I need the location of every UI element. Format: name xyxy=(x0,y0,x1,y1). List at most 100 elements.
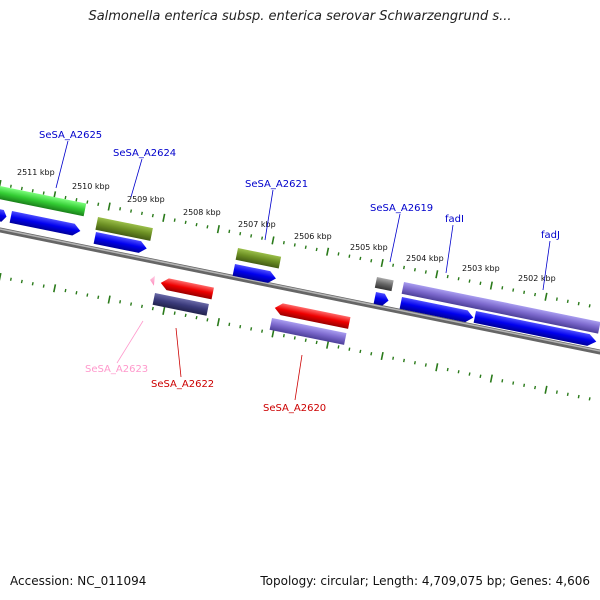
kbp-label: 2510 kbp xyxy=(72,182,110,191)
tick-mark xyxy=(457,370,460,374)
tick-mark xyxy=(86,200,89,204)
gene-label-sesa-a2620[interactable]: SeSA_A2620 xyxy=(263,403,326,414)
tick-mark xyxy=(206,225,209,229)
tick-mark xyxy=(588,304,591,308)
tick-mark xyxy=(304,338,307,342)
gene-feature[interactable] xyxy=(475,297,600,334)
cog-track-forward xyxy=(0,186,600,334)
tick-mark xyxy=(261,236,264,240)
kbp-label: 2504 kbp xyxy=(406,254,444,263)
tick-mark xyxy=(162,306,166,315)
tick-mark xyxy=(359,256,362,261)
tick-mark xyxy=(293,336,296,340)
tick-mark xyxy=(413,361,416,365)
tick-mark xyxy=(534,292,537,297)
tick-mark xyxy=(151,306,154,311)
kbp-label: 2511 kbp xyxy=(17,168,55,177)
tick-mark xyxy=(282,333,285,338)
cds-forward-arrow[interactable] xyxy=(0,208,8,223)
tick-mark xyxy=(424,270,427,274)
tick-mark xyxy=(501,379,504,383)
tick-mark xyxy=(380,258,384,268)
gene-label-leaders xyxy=(55,140,551,401)
kbp-label: 2502 kbp xyxy=(518,274,556,283)
tick-mark xyxy=(195,315,198,320)
gene-label-fadj[interactable]: fadJ xyxy=(541,230,560,241)
tick-mark xyxy=(293,243,296,247)
cds-forward-arrow[interactable] xyxy=(399,297,475,324)
tick-mark xyxy=(64,288,67,293)
tick-mark xyxy=(348,347,351,351)
kbp-label: 2506 kbp xyxy=(294,232,332,241)
cds-forward-arrow[interactable] xyxy=(9,211,82,237)
tick-mark xyxy=(337,345,340,349)
tick-mark xyxy=(75,198,78,202)
tick-mark xyxy=(107,295,111,304)
gene-label-sesa-a2619[interactable]: SeSA_A2619 xyxy=(370,203,433,214)
tick-mark xyxy=(479,281,482,286)
accession-label: Accession: NC_011094 xyxy=(10,574,147,588)
tick-mark xyxy=(315,247,318,252)
gene-label-sesa-a2622[interactable]: SeSA_A2622 xyxy=(151,379,214,390)
cds-track-forward xyxy=(0,208,598,347)
tick-mark xyxy=(250,327,253,331)
cds-forward-arrow[interactable] xyxy=(232,264,278,284)
tick-mark xyxy=(435,270,439,279)
tick-mark xyxy=(392,263,395,267)
tick-mark xyxy=(534,385,537,390)
cds-reverse-arrow[interactable] xyxy=(149,275,156,286)
tick-mark xyxy=(348,254,351,258)
gene-label-fadi[interactable]: fadI xyxy=(445,214,464,225)
cds-reverse-arrow[interactable] xyxy=(274,302,351,329)
tick-mark xyxy=(20,186,23,191)
tick-mark xyxy=(577,301,580,306)
gene-feature[interactable] xyxy=(95,217,153,241)
tick-mark xyxy=(326,247,330,256)
tick-mark xyxy=(75,291,78,295)
tick-mark xyxy=(403,358,405,363)
tick-mark xyxy=(326,340,330,349)
cds-reverse-arrow[interactable] xyxy=(160,277,214,300)
gene-feature[interactable] xyxy=(374,277,394,292)
tick-mark xyxy=(304,245,307,249)
tick-mark xyxy=(239,231,242,236)
tick-mark xyxy=(9,277,12,281)
gene-label-sesa-a2624[interactable]: SeSA_A2624 xyxy=(113,148,176,159)
tick-mark xyxy=(64,195,67,200)
tick-mark xyxy=(566,299,569,304)
tick-mark xyxy=(140,304,143,309)
tick-mark xyxy=(206,318,209,322)
gene-feature[interactable] xyxy=(235,248,282,269)
cog-track-reverse xyxy=(152,293,347,345)
gene-label-sesa-a2621[interactable]: SeSA_A2621 xyxy=(245,179,308,190)
cds-forward-arrow[interactable] xyxy=(373,292,390,307)
gene-feature[interactable] xyxy=(152,293,209,316)
tick-mark xyxy=(9,184,12,188)
cds-track-reverse xyxy=(149,275,351,329)
genome-backbone-highlight xyxy=(0,228,600,352)
gene-label-sesa-a2625[interactable]: SeSA_A2625 xyxy=(39,130,102,141)
tick-mark xyxy=(403,265,405,270)
tick-mark xyxy=(216,225,220,234)
tick-mark xyxy=(435,363,439,372)
gene-feature[interactable] xyxy=(0,186,87,217)
tick-mark xyxy=(173,218,176,222)
gene-label-sesa-a2623[interactable]: SeSA_A2623 xyxy=(85,364,148,375)
gene-feature[interactable] xyxy=(401,282,479,309)
kbp-labels: 2511 kbp 2510 kbp 2509 kbp 2508 kbp 2507… xyxy=(17,168,556,283)
cds-forward-arrow[interactable] xyxy=(93,232,148,254)
tick-mark xyxy=(184,313,187,318)
tick-mark xyxy=(130,209,133,213)
tick-mark xyxy=(271,236,275,245)
tick-mark xyxy=(544,385,548,394)
kbp-label: 2505 kbp xyxy=(350,243,388,252)
tick-mark xyxy=(228,322,231,327)
tick-mark xyxy=(53,284,57,293)
gene-feature[interactable] xyxy=(269,318,347,345)
tick-mark xyxy=(457,277,460,281)
cds-forward-arrow[interactable] xyxy=(473,311,598,347)
tick-mark xyxy=(0,272,2,281)
tick-mark xyxy=(577,394,580,399)
